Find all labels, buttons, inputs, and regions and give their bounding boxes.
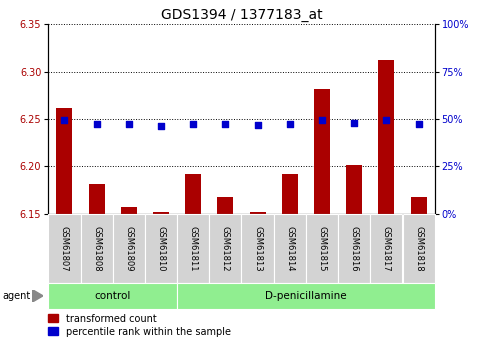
Text: GSM61811: GSM61811 bbox=[189, 226, 198, 271]
Bar bbox=[113, 214, 145, 283]
Polygon shape bbox=[32, 290, 43, 302]
Bar bbox=[153, 212, 169, 214]
Text: GSM61812: GSM61812 bbox=[221, 226, 230, 271]
Legend: transformed count, percentile rank within the sample: transformed count, percentile rank withi… bbox=[48, 314, 231, 337]
Bar bbox=[306, 214, 338, 283]
Bar bbox=[314, 89, 330, 214]
Point bbox=[254, 122, 261, 127]
Text: GSM61810: GSM61810 bbox=[156, 226, 166, 271]
Bar bbox=[145, 214, 177, 283]
Text: GSM61808: GSM61808 bbox=[92, 226, 101, 271]
Bar bbox=[217, 197, 233, 214]
Bar bbox=[274, 214, 306, 283]
Bar bbox=[185, 174, 201, 214]
Bar bbox=[338, 214, 370, 283]
Bar bbox=[282, 174, 298, 214]
Text: GSM61818: GSM61818 bbox=[414, 226, 423, 271]
Point bbox=[350, 120, 358, 126]
Bar bbox=[250, 212, 266, 214]
Bar bbox=[177, 214, 209, 283]
Point bbox=[286, 121, 294, 127]
Bar bbox=[346, 165, 362, 214]
Point bbox=[222, 121, 229, 127]
Bar bbox=[370, 214, 402, 283]
Bar bbox=[402, 214, 435, 283]
Bar bbox=[378, 60, 395, 214]
Bar bbox=[121, 207, 137, 214]
Text: GSM61815: GSM61815 bbox=[317, 226, 327, 271]
Point bbox=[415, 121, 423, 127]
Bar bbox=[57, 108, 72, 214]
Text: GSM61814: GSM61814 bbox=[285, 226, 294, 271]
Point bbox=[93, 121, 100, 127]
Text: D-penicillamine: D-penicillamine bbox=[265, 291, 347, 301]
Bar bbox=[411, 197, 426, 214]
Text: GSM61807: GSM61807 bbox=[60, 226, 69, 271]
Bar bbox=[177, 283, 435, 309]
Bar bbox=[81, 214, 113, 283]
Text: GSM61809: GSM61809 bbox=[124, 226, 133, 271]
Bar bbox=[88, 184, 105, 214]
Bar bbox=[209, 214, 242, 283]
Point bbox=[157, 123, 165, 128]
Text: control: control bbox=[95, 291, 131, 301]
Point bbox=[383, 117, 390, 123]
Text: GSM61816: GSM61816 bbox=[350, 226, 359, 271]
Bar bbox=[48, 283, 177, 309]
Text: agent: agent bbox=[2, 291, 30, 301]
Text: GSM61813: GSM61813 bbox=[253, 226, 262, 271]
Point bbox=[60, 117, 68, 123]
Bar bbox=[48, 214, 81, 283]
Point bbox=[189, 121, 197, 127]
Point bbox=[318, 117, 326, 123]
Text: GSM61817: GSM61817 bbox=[382, 226, 391, 271]
Bar bbox=[242, 214, 274, 283]
Title: GDS1394 / 1377183_at: GDS1394 / 1377183_at bbox=[161, 8, 322, 22]
Point bbox=[125, 121, 133, 127]
